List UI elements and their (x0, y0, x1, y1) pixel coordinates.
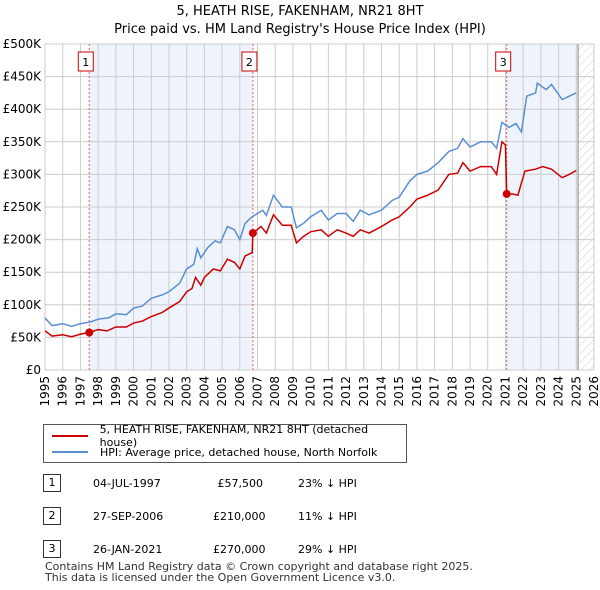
transaction-row: 1 04-JUL-1997 £57,500 23% ↓ HPI (43, 474, 543, 492)
sale-label: 1 (82, 56, 89, 69)
x-tick-label: 2023 (534, 376, 548, 407)
y-tick-label: £250K (3, 200, 43, 214)
transaction-date: 27-SEP-2006 (93, 510, 164, 523)
sale-label: 2 (246, 56, 253, 69)
legend: 5, HEATH RISE, FAKENHAM, NR21 8HT (detac… (43, 423, 407, 463)
x-tick-label: 2016 (410, 376, 424, 407)
y-tick-label: £400K (3, 102, 43, 116)
legend-item-hpi: HPI: Average price, detached house, Nort… (52, 444, 377, 460)
series-line (44, 81, 577, 328)
x-tick-label: 1999 (109, 376, 123, 407)
x-tick-label: 2017 (428, 376, 442, 407)
title-line-1: 5, HEATH RISE, FAKENHAM, NR21 8HT (176, 4, 424, 19)
x-tick-label: 2005 (215, 376, 229, 407)
transaction-date: 26-JAN-2021 (93, 543, 163, 556)
legend-swatch-blue (52, 451, 88, 453)
x-tick-label: 2020 (481, 376, 495, 407)
x-tick-label: 2004 (197, 376, 211, 407)
sale-point (85, 328, 94, 337)
x-tick-label: 2010 (304, 376, 318, 407)
x-tick-label: 2002 (162, 376, 176, 407)
legend-swatch-red (52, 435, 88, 437)
transaction-number: 2 (43, 507, 61, 525)
price-chart: 1995 1996 1997 1998 1999 2000 2001 2002 2003 2004… (3, 37, 600, 407)
x-tick-label: 2025 (569, 376, 583, 407)
sale-label: 3 (500, 56, 507, 69)
x-tick-label: 2003 (180, 376, 194, 407)
series-line (44, 140, 577, 338)
footer: Contains HM Land Registry data © Crown c… (45, 561, 473, 583)
x-tick-label: 2001 (144, 376, 158, 407)
transaction-row: 2 27-SEP-2006 £210,000 11% ↓ HPI (43, 507, 543, 525)
footer-line: Contains HM Land Registry data © Crown c… (45, 560, 473, 573)
transaction-price: £57,500 (217, 477, 264, 490)
x-tick-label: 2008 (268, 376, 282, 407)
sale-point (248, 229, 257, 238)
x-tick-label: 2013 (357, 376, 371, 407)
transaction-date: 04-JUL-1997 (93, 477, 161, 490)
x-tick-label: 2021 (498, 376, 512, 407)
x-tick-label: 2019 (463, 376, 477, 407)
x-tick-label: 2015 (392, 376, 406, 407)
x-tick-label: 1995 (38, 376, 52, 407)
sale-label-box (241, 51, 258, 72)
sale-point (502, 189, 511, 198)
transaction-price: £210,000 (213, 510, 266, 523)
x-tick-label: 2022 (516, 376, 530, 407)
y-tick-label: £50K (10, 330, 42, 344)
x-tick-label: 1997 (73, 376, 87, 407)
y-tick-label: £0 (26, 363, 41, 377)
x-tick-label: 2000 (127, 376, 141, 407)
x-tick-label: 1998 (91, 376, 105, 407)
x-tick-label: 2006 (233, 376, 247, 407)
x-tick-label: 2014 (374, 376, 388, 407)
transaction-hpi-diff: 23% ↓ HPI (298, 477, 357, 490)
x-tick-label: 2009 (286, 376, 300, 407)
transaction-hpi-diff: 29% ↓ HPI (298, 543, 357, 556)
x-tick-label: 2007 (251, 376, 265, 407)
sale-label-box (495, 51, 512, 72)
y-tick-label: £150K (3, 265, 43, 279)
x-tick-label: 2011 (321, 376, 335, 407)
transaction-row: 3 26-JAN-2021 £270,000 29% ↓ HPI (43, 540, 543, 558)
x-tick-label: 1996 (56, 376, 70, 407)
sale-label-box (77, 51, 94, 72)
y-tick-label: £300K (3, 167, 43, 181)
transaction-number: 1 (43, 474, 61, 492)
y-tick-label: £100K (3, 298, 43, 312)
legend-label: 5, HEATH RISE, FAKENHAM, NR21 8HT (detac… (99, 423, 369, 449)
y-tick-label: £200K (3, 233, 43, 247)
footer-line: This data is licensed under the Open Gov… (45, 571, 396, 584)
x-tick-label: 2026 (587, 376, 600, 407)
y-tick-label: £350K (3, 135, 43, 149)
legend-label: HPI: Average price, detached house, Nort… (100, 445, 378, 459)
x-tick-label: 2024 (552, 376, 566, 407)
chart-title: 5, HEATH RISE, FAKENHAM, NR21 8HT Price … (0, 3, 600, 39)
title-line-2: Price paid vs. HM Land Registry's House … (114, 22, 486, 37)
transaction-hpi-diff: 11% ↓ HPI (298, 510, 357, 523)
x-tick-label: 2012 (339, 376, 353, 407)
y-tick-label: £500K (3, 37, 43, 51)
legend-item-property: 5, HEATH RISE, FAKENHAM, NR21 8HT (detac… (52, 423, 406, 449)
y-tick-label: £450K (3, 70, 43, 84)
x-tick-label: 2018 (445, 376, 459, 407)
transaction-price: £270,000 (213, 543, 266, 556)
transaction-number: 3 (43, 540, 61, 558)
